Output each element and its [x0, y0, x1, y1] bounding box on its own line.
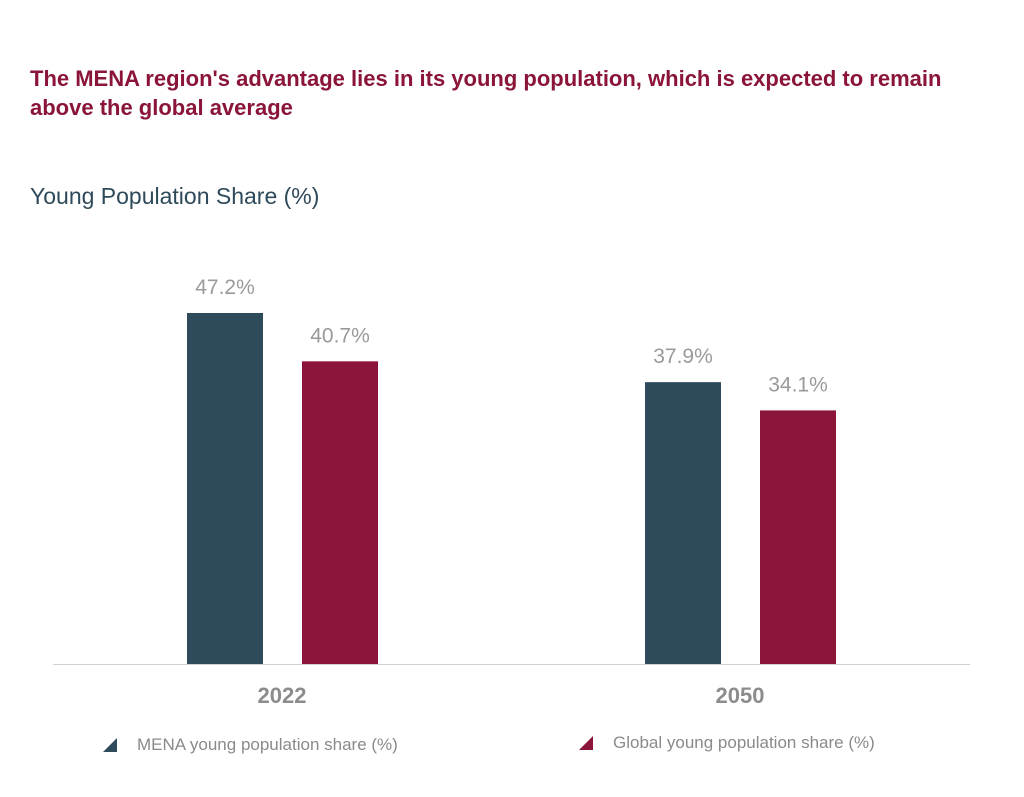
bar-global-2050 — [760, 410, 836, 664]
data-label-global-2050: 34.1% — [768, 373, 828, 396]
legend-item-mena: MENA young population share (%) — [103, 735, 398, 755]
data-label-mena-2050: 37.9% — [653, 345, 713, 368]
chart-subtitle: Young Population Share (%) — [30, 183, 320, 209]
bar-mena-2022 — [187, 313, 263, 664]
data-label-mena-2022: 47.2% — [195, 276, 255, 299]
legend-swatch-mena — [103, 738, 117, 752]
data-label-global-2022: 40.7% — [310, 324, 370, 347]
x-tick-label-2050: 2050 — [716, 683, 765, 708]
bar-mena-2050 — [645, 382, 721, 664]
bar-global-2022 — [302, 361, 378, 664]
x-tick-label-2022: 2022 — [258, 683, 307, 708]
legend-item-global: Global young population share (%) — [579, 733, 875, 753]
chart-title: The MENA region's advantage lies in its … — [30, 66, 942, 120]
legend-label-global: Global young population share (%) — [613, 733, 875, 752]
legend-swatch-global — [579, 736, 593, 750]
legend-label-mena: MENA young population share (%) — [137, 735, 398, 754]
